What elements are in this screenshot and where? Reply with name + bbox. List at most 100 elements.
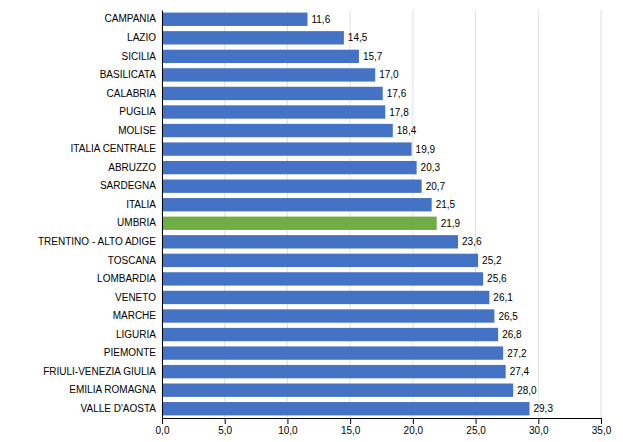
data-label: 25,6 xyxy=(487,273,507,284)
tick: LIGURIA xyxy=(116,329,156,340)
data-label: 21,5 xyxy=(436,199,456,210)
tick-label: 25,0 xyxy=(466,425,486,436)
bar xyxy=(162,328,498,341)
data-label: 20,3 xyxy=(421,162,441,173)
tick: 15,0 xyxy=(341,418,361,436)
data-label: 27,2 xyxy=(507,348,527,359)
data-label: 25,2 xyxy=(482,255,502,266)
tick: TRENTINO - ALTO ADIGE xyxy=(38,236,156,247)
tick-label: ABRUZZO xyxy=(108,162,156,173)
tick-label: SARDEGNA xyxy=(100,180,156,191)
bar xyxy=(162,365,506,378)
tick: SICILIA xyxy=(122,51,157,62)
tick: CAMPANIA xyxy=(105,13,157,24)
tick-mark xyxy=(476,418,477,424)
tick-label: LOMBARDIA xyxy=(97,273,156,284)
data-label: 21,9 xyxy=(441,218,461,229)
tick-label: 0,0 xyxy=(156,425,170,436)
data-label: 11,6 xyxy=(311,14,330,25)
grid-line xyxy=(538,10,539,418)
tick: UMBRIA xyxy=(117,217,156,228)
tick-label: TOSCANA xyxy=(108,255,156,266)
bar xyxy=(162,180,422,193)
tick: SARDEGNA xyxy=(100,180,156,191)
tick-mark xyxy=(162,418,163,424)
tick-label: VALLE D'AOSTA xyxy=(81,403,157,414)
axis-line xyxy=(163,419,602,425)
tick-label: LIGURIA xyxy=(116,329,156,340)
data-label: 28,0 xyxy=(517,385,537,396)
data-label: 26,5 xyxy=(498,311,518,322)
tick: FRIULI-VENEZIA GIULIA xyxy=(43,366,156,377)
bar xyxy=(162,291,489,304)
bar xyxy=(162,346,503,359)
data-label: 17,8 xyxy=(389,107,409,118)
tick: BASILICATA xyxy=(100,69,157,80)
data-labels: 29,328,027,427,226,826,526,125,625,223,6… xyxy=(311,14,553,414)
bar xyxy=(162,142,412,155)
tick-mark xyxy=(287,418,288,424)
data-label: 23,6 xyxy=(462,236,482,247)
tick-label: MOLISE xyxy=(118,125,156,136)
tick: PUGLIA xyxy=(119,106,156,117)
tick-label: 10,0 xyxy=(278,425,298,436)
tick-mark xyxy=(538,418,539,424)
tick-label: VENETO xyxy=(115,292,156,303)
data-label: 29,3 xyxy=(534,403,554,414)
bar xyxy=(162,384,513,397)
bar xyxy=(162,161,417,174)
tick-label: 5,0 xyxy=(218,425,232,436)
plot: 0,0 5,0 10,0 15,0 20,0 25,0 30,0 35,0 VALLE D'AO… xyxy=(38,10,612,436)
tick: PIEMONTE xyxy=(104,347,157,358)
tick-mark xyxy=(413,418,414,424)
bar xyxy=(162,309,494,322)
tick-label: 20,0 xyxy=(404,425,424,436)
data-label: 20,7 xyxy=(426,181,446,192)
tick: VALLE D'AOSTA xyxy=(81,403,157,414)
bar xyxy=(162,217,437,230)
data-label: 19,9 xyxy=(416,144,436,155)
tick-mark xyxy=(350,418,351,424)
grid-line xyxy=(601,10,602,418)
tick: 35,0 xyxy=(592,418,612,436)
tick-label: FRIULI-VENEZIA GIULIA xyxy=(43,366,156,377)
bars xyxy=(162,13,530,416)
data-label: 18,4 xyxy=(397,125,417,136)
tick-label: CALABRIA xyxy=(107,88,157,99)
tick-label: EMILIA ROMAGNA xyxy=(69,384,156,395)
tick-label: PIEMONTE xyxy=(104,347,157,358)
tick: 30,0 xyxy=(529,418,549,436)
tick: 25,0 xyxy=(466,418,486,436)
tick-mark xyxy=(225,418,226,424)
tick-label: ITALIA CENTRALE xyxy=(71,143,157,154)
tick: LAZIO xyxy=(127,32,156,43)
tick: 5,0 xyxy=(218,418,232,436)
bar xyxy=(162,272,483,285)
bar xyxy=(162,254,478,267)
bar xyxy=(162,13,307,26)
tick-label: SICILIA xyxy=(122,51,157,62)
tick: ABRUZZO xyxy=(108,162,156,173)
bar xyxy=(162,235,458,248)
tick: 20,0 xyxy=(404,418,424,436)
tick-label: ITALIA xyxy=(126,199,156,210)
bar xyxy=(162,198,432,211)
tick: CALABRIA xyxy=(107,88,157,99)
tick-label: UMBRIA xyxy=(117,217,156,228)
tick-label: CAMPANIA xyxy=(105,13,157,24)
y-axis: VALLE D'AOSTA EMILIA ROMAGNA FRIULI-VENEZI… xyxy=(38,11,162,419)
data-label: 26,8 xyxy=(502,329,522,340)
tick-label: 35,0 xyxy=(592,425,612,436)
bar xyxy=(162,402,530,415)
tick: VENETO xyxy=(115,292,156,303)
tick: EMILIA ROMAGNA xyxy=(69,384,156,395)
grid xyxy=(162,10,601,418)
tick-label: 15,0 xyxy=(341,425,361,436)
data-label: 17,0 xyxy=(379,69,399,80)
tick-label: BASILICATA xyxy=(100,69,157,80)
data-label: 26,1 xyxy=(493,292,513,303)
bar xyxy=(162,124,393,137)
bar xyxy=(162,31,344,44)
tick: LOMBARDIA xyxy=(97,273,156,284)
x-axis: 0,0 5,0 10,0 15,0 20,0 25,0 30,0 35,0 xyxy=(156,418,612,436)
